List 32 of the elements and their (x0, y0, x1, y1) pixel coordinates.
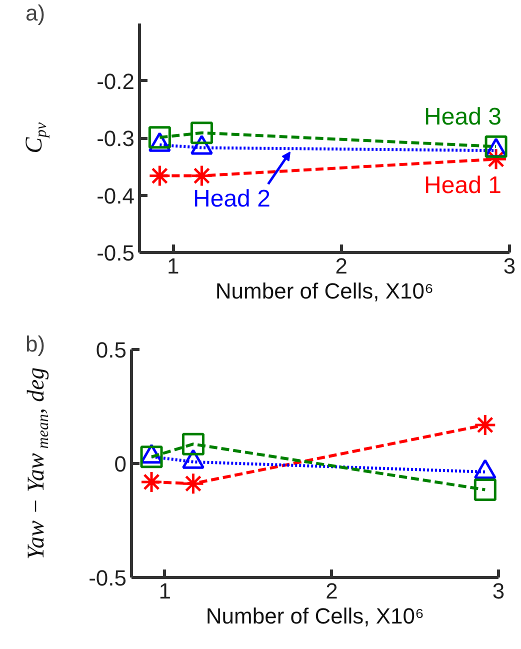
text: b) (26, 332, 46, 356)
point (140, 446, 163, 468)
x-tick-label: 1 (167, 254, 180, 278)
y-tick-label: 0.5 (96, 338, 127, 362)
y-axis-title: Cpv (22, 122, 50, 154)
point (182, 432, 204, 456)
x-tick-label: 2 (335, 254, 348, 278)
y-tick-label: -0.3 (96, 126, 135, 151)
y-axis-title: Yaw − Yawmean, deg (24, 367, 52, 560)
point (148, 126, 171, 149)
point (474, 414, 496, 436)
legend-label: Head 2 (193, 186, 270, 213)
x-axis-title: Number of Cells, X10⁶ (215, 278, 434, 304)
point (190, 164, 213, 188)
point (140, 470, 163, 494)
point (148, 164, 171, 188)
text: a) (26, 0, 46, 26)
x-tick-label: 3 (492, 578, 505, 604)
x-tick-label: 2 (326, 578, 338, 604)
y-tick-label: -0.2 (96, 68, 135, 94)
y-tick-label: -0.5 (88, 566, 127, 590)
y-tick-label: 0 (114, 452, 127, 476)
x-tick-label: 1 (158, 578, 171, 604)
x-tick-label: 3 (503, 254, 516, 278)
x-axis-title: Number of Cells, X10⁶ (206, 604, 424, 628)
y-tick-label: -0.4 (96, 183, 135, 208)
series-label: Head 3 (424, 104, 502, 131)
point (474, 478, 496, 501)
y-tick-label: -0.5 (96, 240, 135, 266)
series-label: Head 1 (424, 172, 502, 200)
point (182, 472, 204, 495)
point (190, 122, 213, 144)
